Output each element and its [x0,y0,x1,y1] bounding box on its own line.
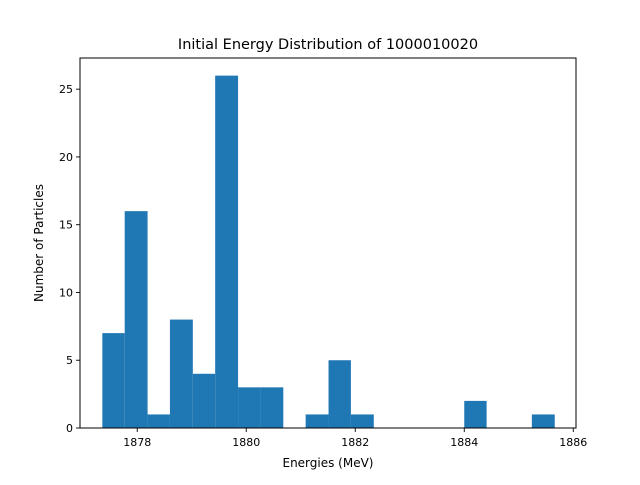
histogram-bars [102,75,555,428]
y-tick-label: 5 [66,354,73,367]
histogram-bar [238,387,261,428]
histogram-bar [215,75,239,428]
histogram-bar [464,400,487,428]
y-axis-ticks: 0 5 10 15 20 25 [59,83,80,435]
x-axis-label: Energies (MeV) [282,456,373,470]
histogram-bar [124,211,148,428]
histogram-bar [147,414,170,428]
chart-title: Initial Energy Distribution of 100001002… [178,37,478,53]
y-tick-label: 20 [59,151,73,164]
x-tick-label: 1884 [450,436,478,449]
x-tick-label: 1882 [341,436,369,449]
histogram-bar [328,360,351,428]
x-axis-ticks: 1878 1880 1882 1884 1886 [123,428,587,449]
y-tick-label: 10 [59,286,73,299]
x-tick-label: 1886 [559,436,587,449]
histogram-bar [305,414,329,428]
y-tick-label: 15 [59,219,73,232]
histogram-bar [531,414,555,428]
histogram-bar [102,333,125,428]
y-tick-label: 25 [59,83,73,96]
histogram-bar [192,373,216,428]
y-tick-label: 0 [66,422,73,435]
histogram-bar [169,319,193,428]
plot-frame [79,57,577,429]
histogram-bar [260,387,284,428]
histogram-bar [350,414,374,428]
x-tick-label: 1880 [232,436,260,449]
x-tick-label: 1878 [123,436,151,449]
y-axis-label: Number of Particles [32,184,46,302]
